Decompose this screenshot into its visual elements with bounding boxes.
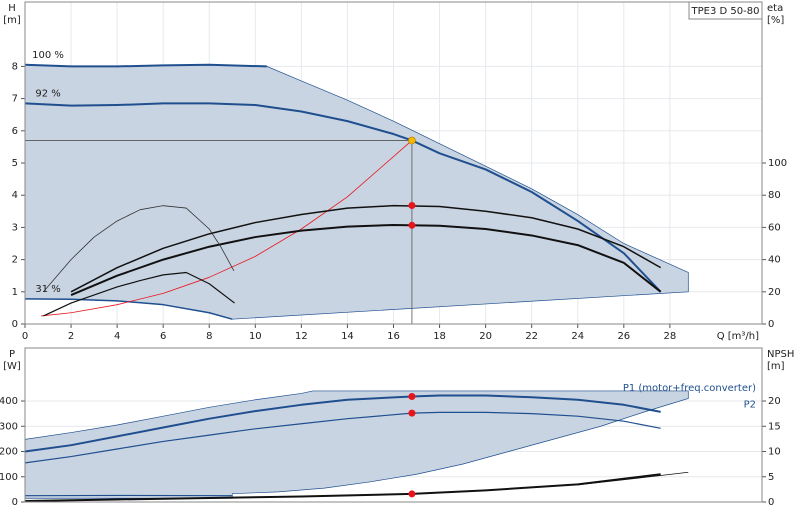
y2-tick-label: 80	[768, 190, 781, 201]
y-axis-unit: [W]	[3, 361, 21, 372]
y2-axis-label: NPSH	[767, 349, 794, 360]
y2-axis-label: eta	[767, 3, 783, 14]
y2-tick-label: 0	[768, 497, 774, 508]
curve	[577, 471, 689, 486]
y-tick-label: 0	[12, 497, 18, 508]
y-tick-label: 7	[12, 94, 18, 105]
x-tick-label: 26	[617, 331, 630, 342]
y2-tick-label: 10	[768, 447, 781, 458]
y-tick-label: 0	[12, 319, 18, 330]
chart-title: TPE3 D 50-80	[691, 6, 760, 17]
curve	[24, 394, 661, 453]
y-tick-label: 100	[0, 472, 18, 483]
x-tick-label: 6	[160, 331, 166, 342]
x-axis-label: Q [m³/h]	[717, 331, 759, 342]
duty-point	[408, 221, 416, 229]
x-tick-label: 10	[249, 331, 262, 342]
y2-tick-label: 5	[768, 472, 774, 483]
x-tick-label: 2	[68, 331, 74, 342]
y2-tick-label: 60	[768, 222, 781, 233]
y2-tick-label: 15	[768, 421, 781, 432]
curve	[24, 102, 662, 293]
curve	[43, 271, 235, 317]
curve-label: P1 (motor+freq.converter)	[623, 383, 756, 394]
curve	[41, 140, 413, 317]
curve	[70, 204, 662, 293]
x-tick-label: 22	[525, 331, 538, 342]
duty-point	[408, 202, 416, 210]
y-tick-label: 400	[0, 396, 18, 407]
curve	[43, 205, 235, 293]
y-axis-unit: [m]	[3, 15, 21, 26]
x-tick-label: 24	[571, 331, 584, 342]
y-axis-label: P	[9, 349, 15, 360]
curve	[24, 473, 661, 502]
x-tick-label: 28	[664, 331, 677, 342]
y2-tick-label: 0	[768, 319, 774, 330]
operating-area	[24, 64, 689, 320]
y-tick-label: 2	[12, 255, 18, 266]
y2-axis-unit: [m]	[767, 361, 785, 372]
duty-point	[408, 136, 416, 145]
y-tick-label: 3	[12, 222, 18, 233]
duty-point	[408, 409, 416, 417]
y-tick-label: 6	[12, 126, 18, 137]
y2-tick-label: 20	[768, 396, 781, 407]
y-tick-label: 300	[0, 421, 18, 432]
y-tick-label: 5	[12, 158, 18, 169]
curve	[24, 298, 233, 320]
x-tick-label: 4	[114, 331, 120, 342]
curve-label: P2	[744, 399, 756, 410]
x-tick-label: 12	[295, 331, 308, 342]
curve	[70, 223, 662, 296]
x-tick-label: 8	[206, 331, 212, 342]
y-tick-label: 4	[12, 190, 18, 201]
curve-label: 100 %	[32, 50, 64, 61]
x-tick-label: 14	[341, 331, 354, 342]
y2-tick-label: 40	[768, 255, 781, 266]
y-tick-label: 8	[12, 61, 18, 72]
y-tick-label: 200	[0, 447, 18, 458]
curve-label: 31 %	[35, 284, 60, 295]
curve-label: 92 %	[35, 88, 60, 99]
curve	[24, 63, 267, 68]
x-tick-label: 20	[479, 331, 492, 342]
y-tick-label: 1	[12, 287, 18, 298]
curve	[24, 411, 661, 464]
x-tick-label: 16	[387, 331, 400, 342]
plot-frame	[24, 1, 763, 325]
duty-point	[408, 490, 416, 498]
y2-tick-label: 20	[768, 287, 781, 298]
y-axis-label: H	[8, 3, 16, 14]
y2-axis-unit: [%]	[767, 15, 784, 26]
plot-frame	[24, 347, 763, 503]
x-tick-label: 0	[22, 331, 28, 342]
y2-tick-label: 100	[768, 158, 787, 169]
operating-area	[24, 390, 689, 499]
title-box	[688, 1, 763, 20]
duty-point	[408, 392, 416, 400]
x-tick-label: 18	[433, 331, 446, 342]
